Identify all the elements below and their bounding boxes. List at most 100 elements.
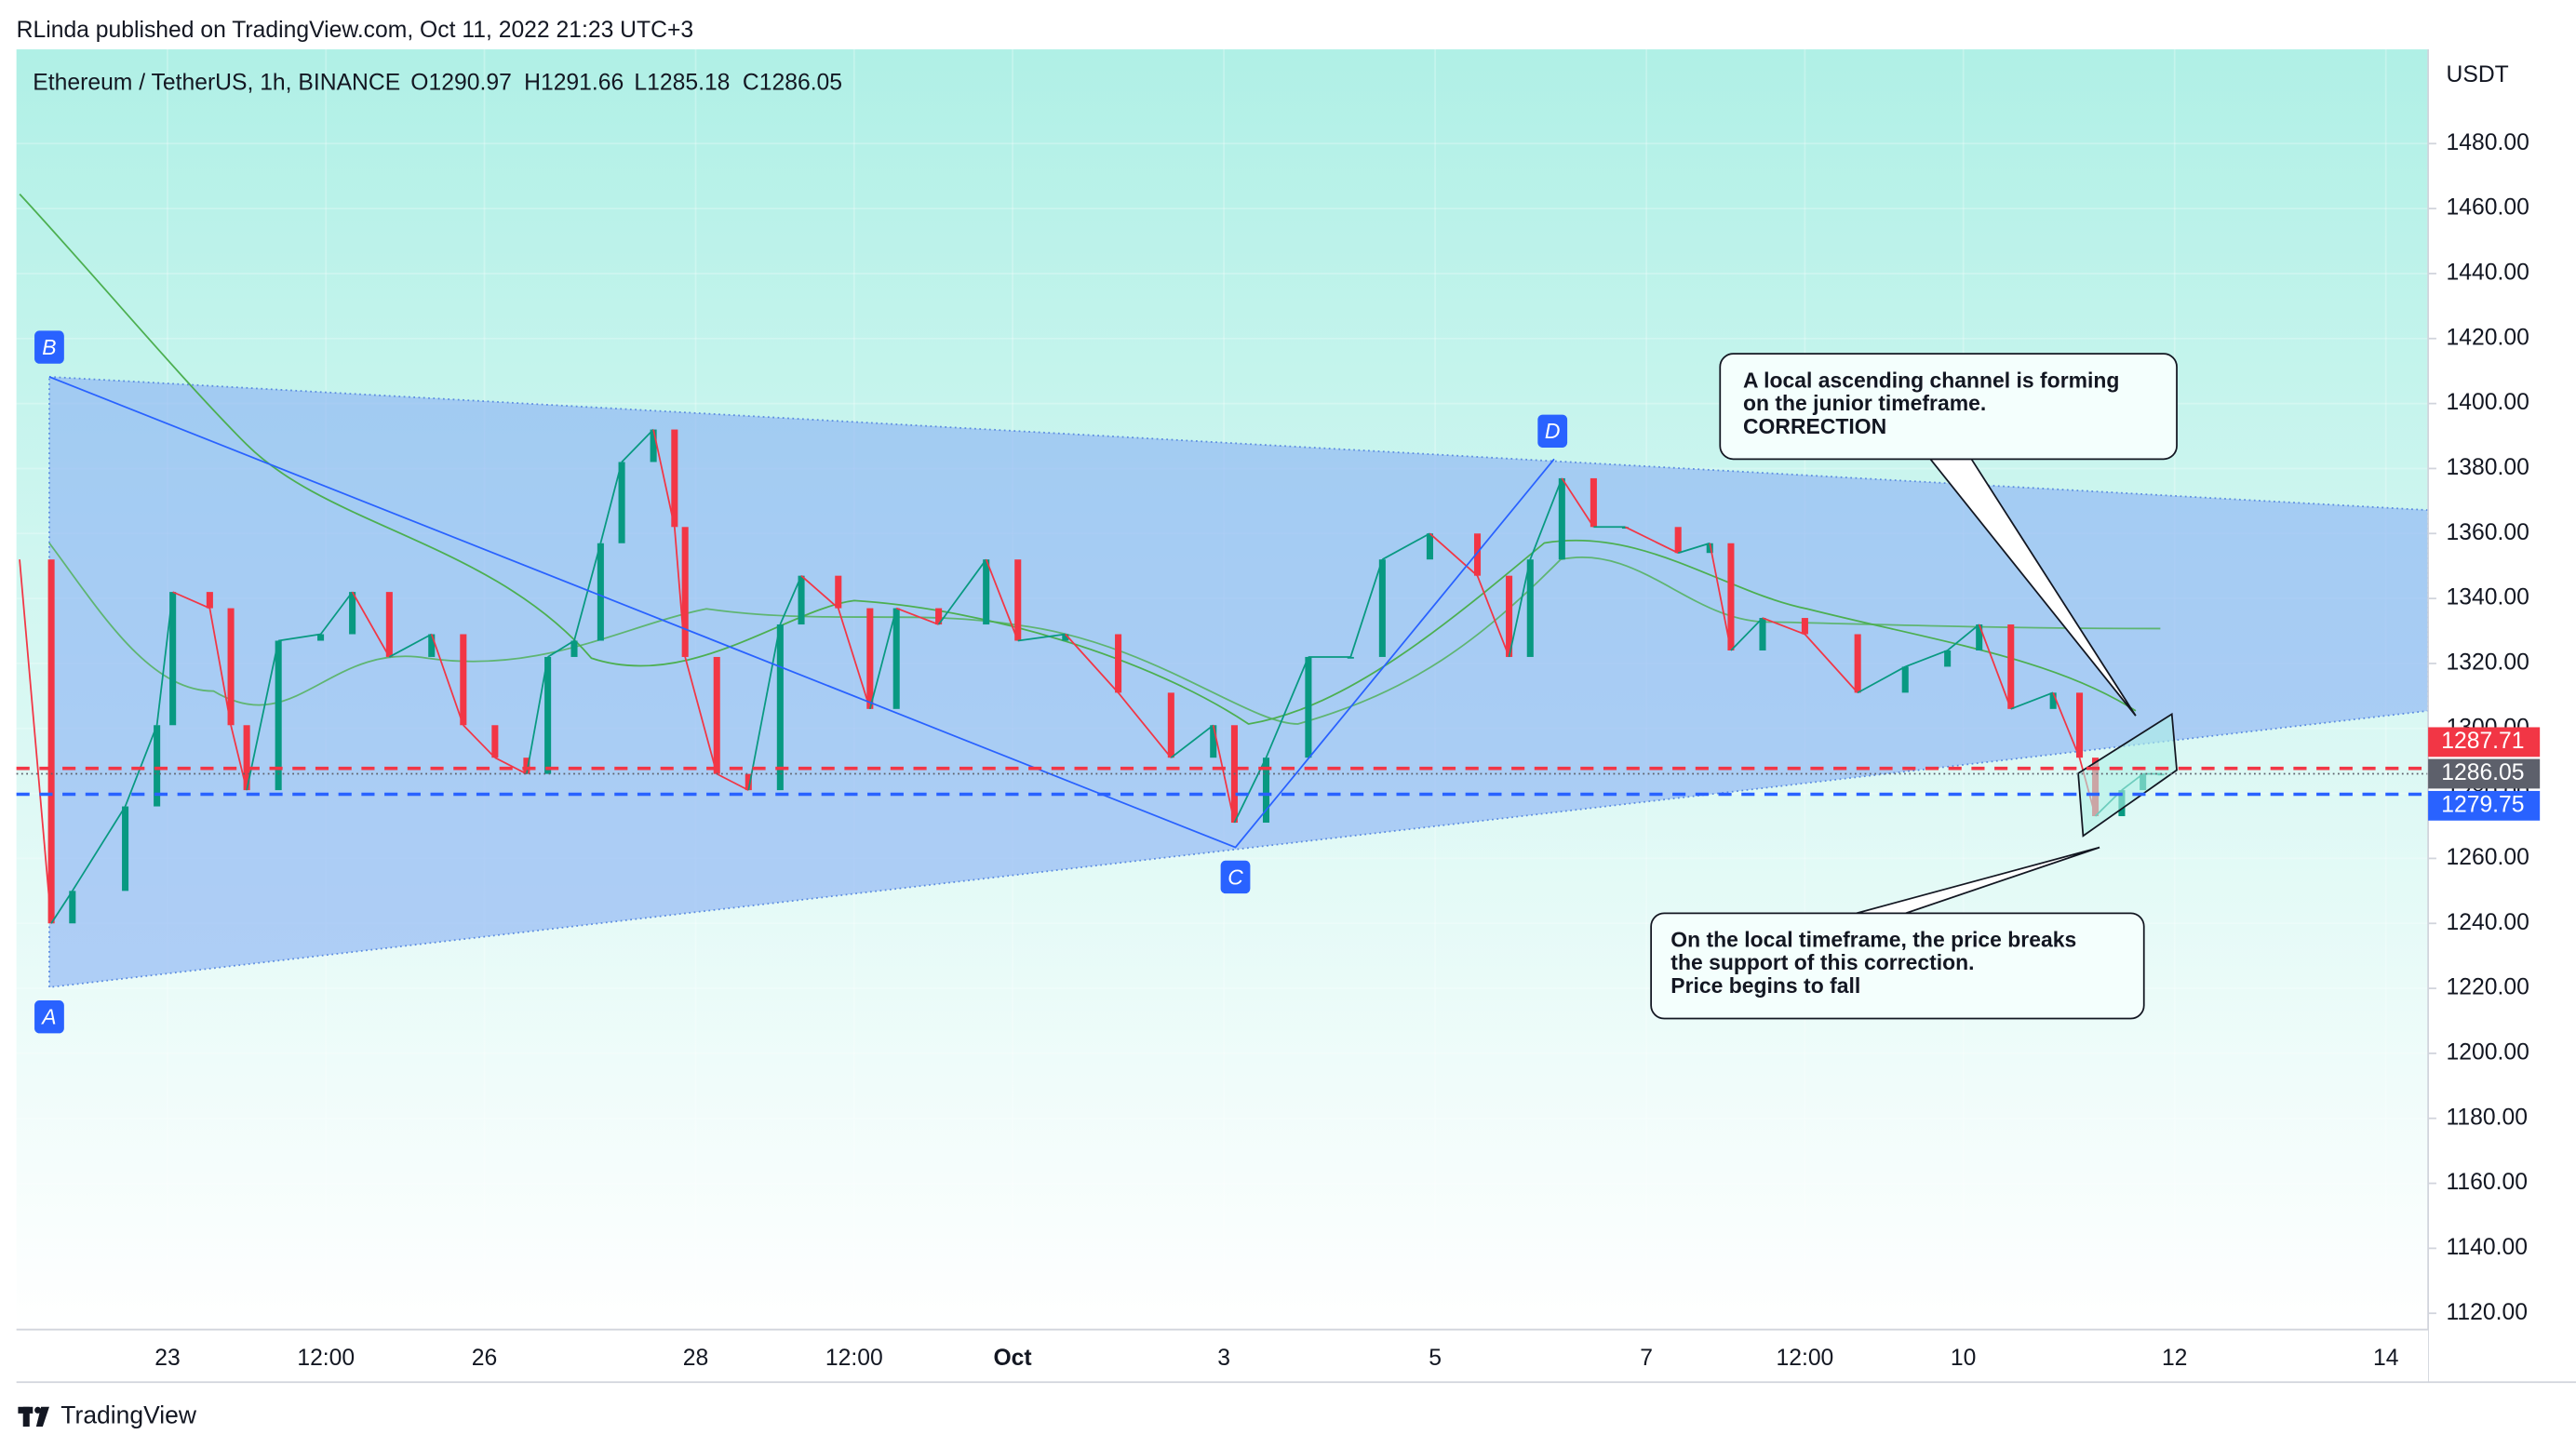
price-label: 1286.05: [2441, 760, 2524, 785]
candle-wick: [684, 656, 718, 774]
candle-wick: [1017, 633, 1066, 642]
x-tick-label: 23: [154, 1346, 180, 1371]
y-tick-label: 1200.00: [2447, 1039, 2529, 1065]
candle-body: [1014, 559, 1022, 641]
y-tick-label: 1480.00: [2447, 130, 2529, 155]
x-tick-label: 7: [1640, 1346, 1653, 1371]
candle-body: [317, 634, 325, 641]
candle-body: [491, 725, 499, 758]
candle-body: [713, 656, 720, 774]
candle-wick: [1709, 543, 1732, 651]
price-label: 1279.75: [2441, 792, 2524, 817]
x-tick-label: Oct: [993, 1346, 1031, 1371]
candle-wick: [1349, 558, 1384, 658]
candle-wick: [1904, 650, 1948, 668]
ohlc-high: H1291.66: [524, 71, 624, 96]
abcd-wave: [48, 376, 1555, 849]
candle-wick: [430, 634, 464, 726]
brand-logo: [18, 1406, 49, 1428]
candle-body: [1378, 559, 1386, 657]
candle-wick: [800, 575, 839, 610]
ma-slow: [19, 194, 2137, 725]
candle-wick: [19, 559, 52, 924]
candle-body: [1727, 543, 1735, 650]
y-tick-label: 1460.00: [2447, 195, 2529, 221]
point-label: A: [40, 1005, 56, 1029]
published-line: RLinda published on TradingView.com, Oct…: [17, 18, 693, 43]
point-label: B: [42, 335, 56, 359]
x-tick-label: 10: [1951, 1346, 1976, 1371]
y-tick-label: 1400.00: [2447, 390, 2529, 415]
candle-wick: [621, 428, 654, 463]
candle-wick: [388, 633, 433, 658]
point-marker: [1537, 414, 1568, 448]
candle-body: [570, 640, 578, 657]
y-tick-label: 1180.00: [2447, 1105, 2528, 1130]
candle-body: [618, 462, 625, 543]
candle-body: [597, 543, 604, 641]
callout-text: On the local timeframe, the price breaks: [1670, 927, 2076, 951]
candle-wick: [463, 724, 496, 758]
y-tick-label: 1160.00: [2447, 1170, 2528, 1195]
point-label: C: [1228, 865, 1243, 889]
candle-wick: [208, 608, 232, 726]
candle-body: [1167, 692, 1174, 758]
point-label: D: [1545, 419, 1561, 443]
x-tick-label: 14: [2373, 1346, 2399, 1371]
x-tick-label: 28: [683, 1346, 708, 1371]
axis-labels: 1120.00 1140.00 1160.00 1180.00 1200.00 1220.…: [154, 130, 2541, 1371]
y-tick-label: 1260.00: [2447, 845, 2529, 870]
candle-body: [1901, 666, 1909, 693]
candle-wick: [1730, 617, 1764, 651]
candle-body: [122, 806, 129, 892]
price-label-box: [2428, 790, 2541, 821]
candle-body: [798, 575, 805, 625]
candle-body: [681, 527, 689, 657]
candle-body: [983, 559, 990, 625]
point-marker: [34, 330, 64, 364]
y-tick-label: 1420.00: [2447, 325, 2529, 350]
candle-wick: [526, 656, 549, 774]
candle-wick: [351, 591, 391, 658]
price-label-box: [2428, 758, 2541, 789]
ohlc-low: L1285.18: [634, 71, 730, 96]
candle-wick: [246, 640, 280, 791]
candle-wick: [1625, 526, 1679, 555]
candle-body: [2076, 692, 2084, 758]
candle-wick: [895, 607, 939, 625]
candles: [19, 428, 2165, 924]
price-label: 1287.71: [2441, 729, 2524, 754]
candle-wick: [2010, 691, 2054, 710]
candle-body: [47, 559, 55, 924]
y-tick-label: 1380.00: [2447, 455, 2529, 480]
candle-body: [776, 624, 784, 791]
candle-body: [1674, 527, 1682, 554]
candle-body: [1590, 477, 1597, 528]
candle-body: [69, 891, 76, 924]
candle-body: [1801, 618, 1808, 635]
candle-body: [1262, 758, 1270, 824]
candle-wick: [1529, 477, 1563, 560]
candle-wick: [547, 639, 575, 658]
ohlc-open: O1290.97: [410, 71, 512, 96]
candle-body: [349, 592, 356, 635]
candle-wick: [716, 772, 749, 791]
candle-wick: [985, 558, 1019, 641]
candle-wick: [278, 633, 321, 642]
candle-wick: [1065, 633, 1120, 693]
candle-wick: [1762, 617, 1805, 636]
candle-body: [460, 634, 467, 726]
candle-wick: [1429, 532, 1479, 577]
candle-body: [385, 592, 393, 657]
price-lines: [16, 766, 2429, 797]
candle-body: [935, 608, 943, 625]
y-tick-label: 1120.00: [2447, 1300, 2528, 1325]
candle-body: [1473, 533, 1482, 576]
candle-wick: [837, 608, 871, 710]
candle-body: [523, 758, 530, 774]
x-tick-label: 5: [1429, 1346, 1442, 1371]
candle-wick: [1476, 575, 1510, 658]
candle-wick: [50, 890, 74, 924]
candle-body: [1062, 634, 1069, 641]
